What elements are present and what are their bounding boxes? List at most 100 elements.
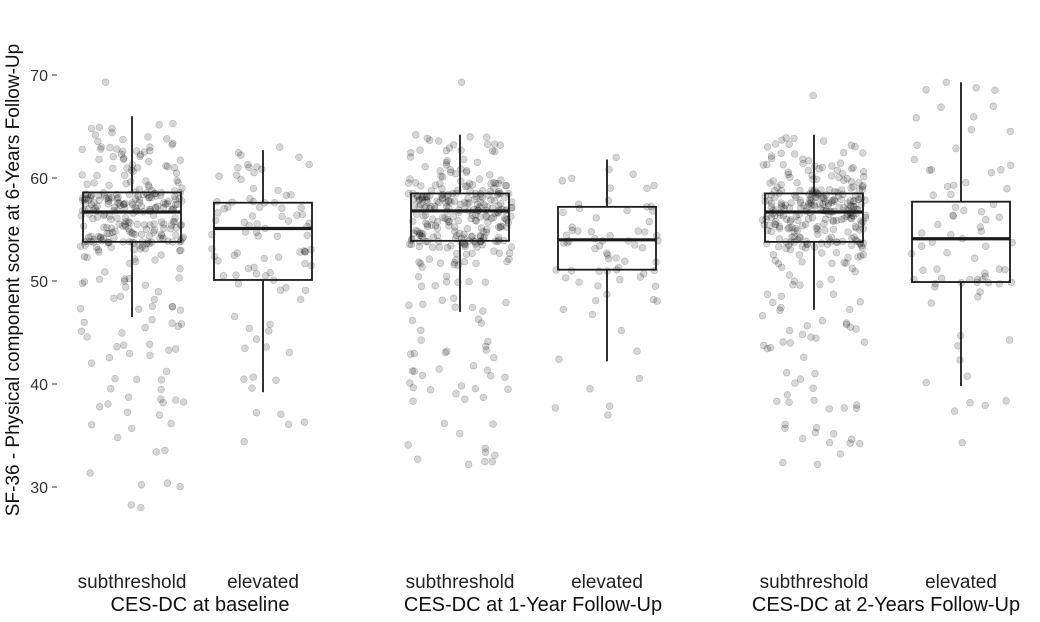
data-point	[847, 215, 856, 223]
data-point	[463, 224, 472, 233]
data-point	[859, 168, 868, 176]
data-point	[442, 147, 451, 155]
data-point	[416, 146, 424, 154]
data-point	[798, 258, 806, 266]
data-point	[442, 272, 451, 281]
data-point	[141, 281, 150, 289]
data-point	[811, 369, 819, 378]
data-point	[468, 181, 477, 189]
data-point	[502, 298, 510, 307]
data-point	[987, 168, 996, 177]
data-point	[787, 199, 795, 207]
data-point	[784, 170, 792, 179]
data-point	[110, 294, 118, 302]
data-point	[850, 233, 858, 241]
data-point	[851, 267, 859, 276]
data-point	[125, 349, 134, 358]
data-point	[276, 143, 284, 151]
data-point	[763, 160, 771, 169]
data-point	[804, 156, 813, 165]
data-point	[296, 248, 304, 256]
data-point	[131, 230, 139, 239]
data-point	[922, 379, 930, 387]
data-point	[476, 213, 484, 221]
data-point	[285, 348, 294, 357]
data-point	[409, 383, 417, 392]
data-point	[912, 113, 920, 122]
data-point	[777, 149, 785, 158]
data-point	[121, 283, 130, 291]
data-point	[846, 323, 855, 331]
data-point	[818, 249, 826, 257]
data-point	[417, 336, 425, 344]
data-point	[108, 228, 117, 237]
data-point	[415, 195, 423, 203]
data-point	[429, 215, 437, 223]
data-point	[214, 209, 222, 217]
data-point	[791, 379, 799, 387]
data-point	[502, 181, 511, 190]
data-point	[107, 243, 116, 252]
data-point	[856, 252, 865, 260]
data-point	[305, 160, 313, 169]
data-point	[126, 219, 134, 227]
data-point	[605, 402, 614, 410]
data-point	[425, 255, 433, 263]
data-point	[445, 218, 454, 226]
data-point	[125, 225, 133, 233]
data-point	[108, 124, 116, 133]
data-point	[829, 216, 837, 225]
data-point	[96, 145, 105, 153]
data-point	[460, 258, 469, 266]
data-point	[636, 273, 645, 281]
data-point	[785, 271, 794, 279]
data-point	[854, 253, 862, 261]
data-point	[451, 223, 459, 231]
data-point	[433, 224, 442, 233]
data-point	[775, 224, 784, 233]
data-point	[847, 214, 855, 222]
data-point	[844, 253, 852, 262]
data-point	[151, 256, 159, 264]
data-point	[244, 160, 252, 169]
data-point	[851, 143, 859, 151]
data-point	[406, 175, 414, 183]
data-point	[604, 411, 612, 419]
data-point	[119, 147, 127, 156]
data-point	[157, 230, 165, 239]
data-point	[773, 397, 781, 405]
data-point	[132, 147, 141, 155]
data-point	[809, 91, 817, 100]
data-point	[474, 315, 483, 323]
data-point	[94, 232, 103, 241]
data-point	[777, 199, 785, 207]
data-point	[631, 241, 639, 249]
data-point	[451, 303, 459, 311]
data-point	[415, 229, 424, 238]
data-point	[234, 149, 243, 157]
data-point	[842, 319, 851, 327]
data-point	[442, 158, 451, 167]
data-point	[769, 177, 777, 185]
data-point	[925, 166, 934, 175]
data-point	[487, 196, 495, 204]
data-point	[121, 214, 130, 222]
data-point	[457, 382, 466, 390]
data-point	[160, 199, 168, 207]
panel-title-1-year: CES-DC at 1-Year Follow-Up	[403, 594, 663, 616]
data-point	[487, 372, 495, 380]
data-point	[176, 265, 184, 273]
data-point	[555, 355, 563, 363]
data-point	[606, 231, 614, 240]
data-point	[114, 194, 122, 202]
data-point	[490, 178, 498, 187]
data-point	[250, 263, 258, 272]
data-point	[502, 182, 510, 190]
data-point	[839, 148, 848, 157]
data-point	[405, 301, 413, 309]
data-point	[233, 249, 242, 257]
data-point	[490, 354, 498, 362]
data-point	[1002, 397, 1010, 405]
data-point	[416, 231, 424, 239]
data-point	[812, 224, 820, 233]
